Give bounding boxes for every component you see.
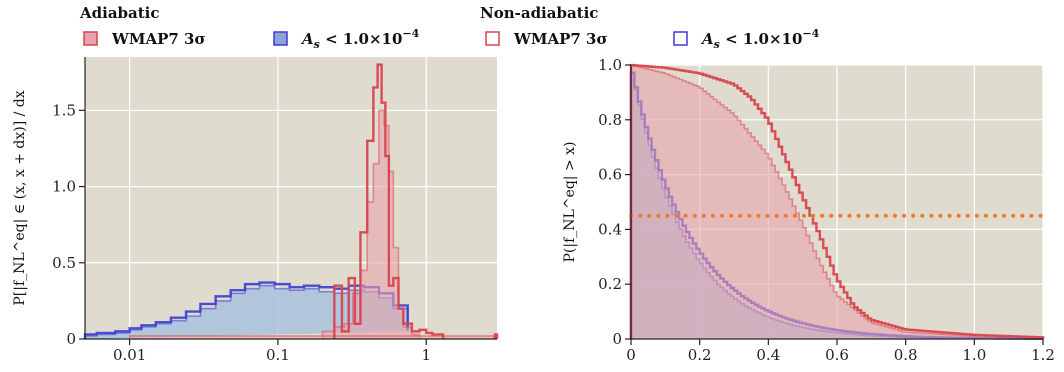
x-tick-label: 1 [421,346,431,364]
legend-label-nonadiabatic-as: As < 1.0×10−4 [700,27,820,51]
histogram-tail-nonadiabatic-red [493,333,499,339]
x-tick-label: 1.0 [962,346,986,364]
y-tick-label: 0.4 [598,220,622,238]
histogram-nonadiabatic-red [333,63,445,339]
legend-group-title-nonadiabatic: Non-adiabatic [480,4,598,22]
x-tick-label: 0.8 [894,346,918,364]
y-tick-label: 1.0 [598,56,622,74]
x-tick-label: 0.4 [756,346,780,364]
y-tick-label: 0.8 [598,111,622,129]
legend-swatch-nonadiabatic-wmap7 [485,31,500,46]
legend-swatch-adiabatic-as [273,31,288,46]
x-tick-label: 0 [626,346,636,364]
x-tick-label: 1.2 [1031,346,1055,364]
cdf-nonadiabatic-red [629,63,1045,339]
y-tick-label: 0 [66,330,76,348]
y-tick-label: 1.5 [52,101,76,119]
x-tick-label: 0.01 [113,346,146,364]
cdf-adiabatic-red [630,64,1044,339]
x-tick-label: 0.1 [266,346,290,364]
y-tick-label: 0.2 [598,275,622,293]
histogram-nonadiabatic-blue [83,281,409,339]
y-tick-label: 0 [612,330,622,348]
y-axis-label-right: P(|f_NL^eq| > x) [562,141,578,262]
legend-swatch-adiabatic-wmap7 [83,31,98,46]
legend-swatch-nonadiabatic-as [673,31,688,46]
legend-label-adiabatic-wmap7: WMAP7 3σ [111,30,206,48]
legend: Adiabatic Non-adiabatic WMAP7 3σ As < 1.… [79,4,820,51]
y-tick-label: 0.5 [52,254,76,272]
x-tick-label: 0.2 [688,346,712,364]
y-tick-label: 0.6 [598,166,622,184]
x-tick-label: 0.6 [825,346,849,364]
right-panel: 0 0.2 0.4 0.6 0.8 1.0 1.2 0 0.2 0.4 0.6 0.8 1.0 P(|f_… [562,56,1055,364]
y-axis-label-left: P[|f_NL^eq| ∈ (x, x + dx)] / dx [12,90,28,305]
legend-group-title-adiabatic: Adiabatic [79,4,160,22]
y-tick-label: 1.0 [52,178,76,196]
legend-label-adiabatic-as: As < 1.0×10−4 [300,27,420,51]
legend-label-nonadiabatic-wmap7: WMAP7 3σ [513,30,608,48]
left-panel: 0.01 0.1 1 0 0.5 1.0 1.5 P[|f_NL^eq| ∈ (x, x + … [12,57,499,364]
